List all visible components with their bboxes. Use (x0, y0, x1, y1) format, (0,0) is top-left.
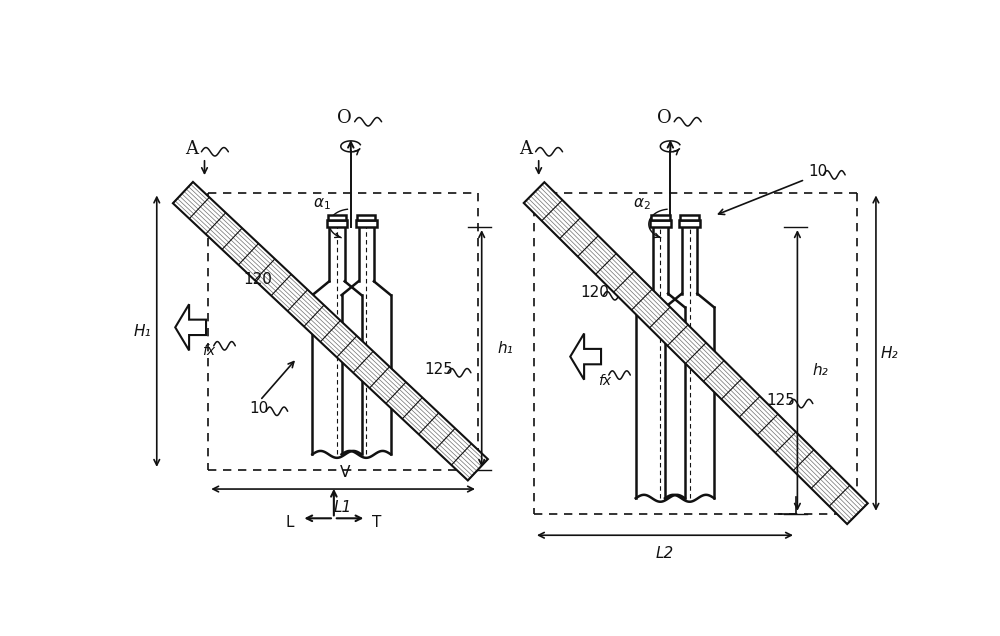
Text: 10: 10 (249, 401, 268, 416)
Text: V: V (340, 465, 350, 480)
Bar (650, 220, 671, 227)
Text: $\alpha_2$: $\alpha_2$ (633, 197, 651, 212)
Text: H₁: H₁ (134, 324, 152, 339)
Text: 125: 125 (425, 362, 454, 377)
Bar (327, 220, 347, 227)
Text: h₂: h₂ (813, 363, 829, 378)
Text: L: L (285, 515, 294, 530)
Text: fx: fx (598, 373, 611, 387)
Text: O: O (337, 109, 352, 127)
Text: L2: L2 (656, 546, 674, 561)
Bar (356, 220, 377, 227)
Polygon shape (173, 182, 488, 480)
Bar (651, 216, 670, 220)
Polygon shape (524, 182, 868, 524)
Text: 10: 10 (808, 164, 827, 179)
Text: fx: fx (203, 344, 216, 358)
Text: h₁: h₁ (497, 341, 513, 356)
Text: 120: 120 (580, 285, 609, 300)
Bar (328, 216, 346, 220)
Text: L1: L1 (334, 500, 352, 515)
Bar (357, 216, 375, 220)
Text: O: O (657, 109, 672, 127)
Bar (680, 216, 699, 220)
Bar (679, 220, 700, 227)
Text: A: A (185, 140, 198, 158)
Polygon shape (175, 304, 206, 350)
Polygon shape (570, 333, 601, 380)
Text: T: T (372, 515, 382, 530)
Text: 120: 120 (243, 272, 272, 287)
Text: 125: 125 (767, 393, 795, 408)
Text: $\alpha_1$: $\alpha_1$ (313, 197, 330, 212)
Text: H₂: H₂ (881, 345, 899, 361)
Text: A: A (519, 140, 532, 158)
